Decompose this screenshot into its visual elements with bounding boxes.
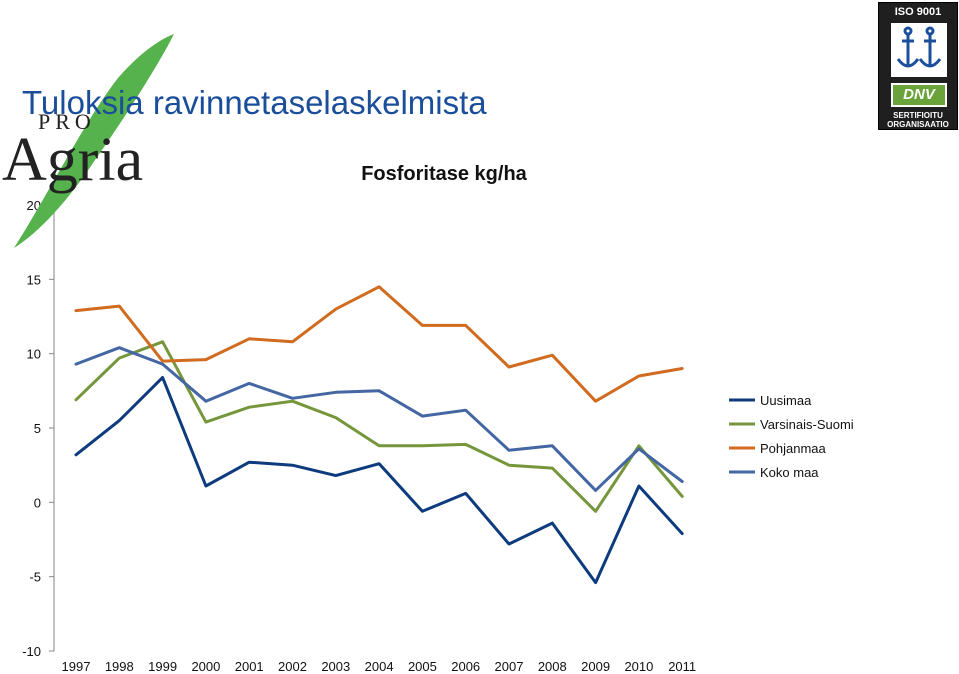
x-tick-label: 1997 <box>62 659 91 674</box>
y-tick-label: -10 <box>22 644 41 659</box>
x-tick-label: 2002 <box>278 659 307 674</box>
x-tick-label: 2009 <box>581 659 610 674</box>
slide-title: Tuloksia ravinnetaselaskelmista <box>22 84 487 121</box>
logo-pro-text: PRO <box>38 109 96 134</box>
y-tick-label: 15 <box>27 272 41 287</box>
dnv-text: DNV <box>893 85 945 105</box>
proagria-logo: PRO Agria <box>2 34 174 248</box>
x-tick-label: 2000 <box>191 659 220 674</box>
logo-agria-text: Agria <box>2 126 143 194</box>
x-tick-label: 2005 <box>408 659 437 674</box>
y-tick-label: -5 <box>29 570 41 585</box>
y-tick-label: 10 <box>27 347 41 362</box>
dnv-logo: DNV <box>891 83 947 107</box>
series-lines <box>74 285 684 585</box>
legend-label: Varsinais-Suomi <box>760 417 854 432</box>
chart-title: Fosforitase kg/ha <box>361 163 527 185</box>
iso-certification-badge: ISO 9001 DNV SERTIFIOITU ORGANISAATIO <box>878 2 958 130</box>
logo-leaf-icon <box>14 34 174 248</box>
cert-line1: SERTIFIOITU <box>893 111 943 120</box>
y-tick-label: 5 <box>34 421 41 436</box>
y-tick-label: 0 <box>34 495 41 510</box>
anchor-icon <box>891 23 947 77</box>
legend-label: Uusimaa <box>760 393 812 408</box>
iso-label: ISO 9001 <box>894 6 942 18</box>
x-tick-label: 2006 <box>451 659 480 674</box>
x-tick-label: 2010 <box>624 659 653 674</box>
legend: Uusimaa Varsinais-Suomi Pohjanmaa Koko maa <box>729 393 854 480</box>
legend-label: Koko maa <box>760 465 819 480</box>
series-line-pohjanmaa <box>74 285 684 403</box>
x-tick-label: 2007 <box>495 659 524 674</box>
y-tick-label: 20 <box>27 198 41 213</box>
x-tick-label: 1999 <box>148 659 177 674</box>
x-axis-labels: 1997 1998 1999 2000 2001 2002 2003 2004 2005 2006… <box>62 659 697 674</box>
x-tick-label: 2001 <box>235 659 264 674</box>
x-tick-label: 2003 <box>321 659 350 674</box>
legend-label: Pohjanmaa <box>760 441 827 456</box>
y-axis-ticks: 20 15 10 5 0 -5 -10 <box>22 198 54 659</box>
cert-line2: ORGANISAATIO <box>887 120 949 129</box>
x-tick-label: 2008 <box>538 659 567 674</box>
x-tick-label: 2011 <box>668 659 696 674</box>
series-line-uusimaa <box>74 376 684 585</box>
series-line-koko-maa <box>74 346 684 492</box>
x-tick-label: 2004 <box>365 659 394 674</box>
x-tick-label: 1998 <box>105 659 134 674</box>
